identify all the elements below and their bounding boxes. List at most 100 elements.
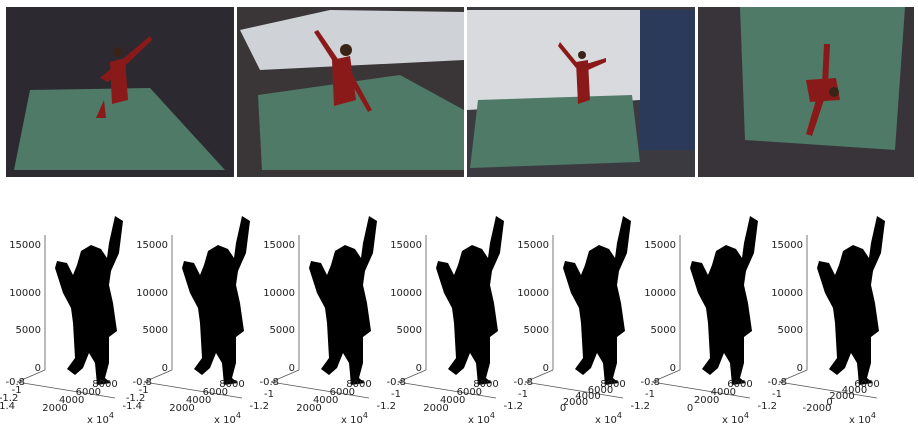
exponent-base: x 10 — [595, 415, 617, 426]
z-tick-label: 5000 — [651, 325, 676, 336]
exponent-label: x 104 — [341, 411, 368, 427]
x-tick-label: -0.8 — [767, 377, 787, 388]
y-tick-label: 8000 — [600, 379, 625, 390]
z-tick-label: 5000 — [524, 325, 549, 336]
exponent-base: x 10 — [849, 415, 871, 426]
z-tick-label: 10000 — [517, 288, 549, 299]
y-tick-label: 6000 — [588, 385, 613, 396]
x-tick-label: -1.2 — [630, 401, 650, 412]
z-tick-label: 5000 — [270, 325, 295, 336]
z-tick-label: 0 — [162, 363, 168, 374]
z-tick-label: 5000 — [16, 325, 41, 336]
y-tick-label: 4000 — [440, 395, 465, 406]
y-tick-label: 2000 — [42, 403, 67, 414]
y-axis — [778, 381, 878, 399]
y-tick-label: 4000 — [186, 395, 211, 406]
z-tick-label: 10000 — [136, 288, 168, 299]
x-axis — [143, 369, 173, 383]
y-axis — [16, 381, 116, 399]
y-axis — [524, 381, 624, 399]
silhouette — [55, 216, 123, 385]
silhouette — [817, 216, 885, 385]
z-tick-label: 15000 — [517, 240, 549, 251]
y-axis — [397, 381, 497, 399]
y-tick-label: -2000 — [802, 403, 831, 414]
plot: 0 5000 10000 15000 -0.8-1-1.2 200040006000800… — [249, 216, 377, 426]
x-tick-label: -1 — [645, 389, 655, 400]
y-tick-label: 0 — [687, 403, 693, 414]
exponent-label: x 104 — [468, 411, 495, 427]
exponent-power: 4 — [744, 411, 749, 420]
z-tick-label: 0 — [670, 363, 676, 374]
exponent-power: 4 — [617, 411, 622, 420]
exponent-power: 4 — [236, 411, 241, 420]
x-axis — [16, 369, 46, 383]
exponent-base: x 10 — [722, 415, 744, 426]
x-tick-label: -1 — [12, 385, 22, 396]
z-tick-label: 10000 — [263, 288, 295, 299]
y-tick-label: 6000 — [457, 387, 482, 398]
exponent-label: x 104 — [849, 411, 876, 427]
photo-3 — [467, 7, 695, 177]
y-tick-label: 8000 — [219, 379, 244, 390]
z-tick-label: 10000 — [644, 288, 676, 299]
plot: 0 5000 10000 15000 -0.8-1-1.2-1.4 20004000600… — [0, 216, 123, 426]
x-tick-label: -0.8 — [5, 377, 25, 388]
x-tick-label: -1 — [139, 385, 149, 396]
x-tick-label: -1 — [772, 389, 782, 400]
photo-2 — [237, 7, 464, 177]
y-tick-label: 2000 — [829, 391, 854, 402]
x-tick-label: -0.8 — [513, 377, 533, 388]
photo-1 — [6, 7, 234, 177]
silhouette — [182, 216, 250, 385]
exponent-power: 4 — [109, 411, 114, 420]
z-tick-label: 10000 — [9, 288, 41, 299]
y-tick-label: 0 — [826, 397, 832, 408]
y-tick-label: 0 — [560, 403, 566, 414]
exponent-base: x 10 — [468, 415, 490, 426]
x-tick-label: -1.2 — [757, 401, 777, 412]
z-tick-label: 15000 — [136, 240, 168, 251]
y-tick-label: 4000 — [59, 395, 84, 406]
x-axis — [524, 369, 554, 383]
z-tick-label: 10000 — [771, 288, 803, 299]
y-tick-label: 6000 — [330, 387, 355, 398]
z-tick-label: 15000 — [771, 240, 803, 251]
y-tick-label: 8000 — [92, 379, 117, 390]
x-tick-label: -1.2 — [376, 401, 396, 412]
z-tick-label: 10000 — [390, 288, 422, 299]
exponent-base: x 10 — [341, 415, 363, 426]
y-tick-label: 2000 — [563, 397, 588, 408]
z-tick-label: 15000 — [263, 240, 295, 251]
z-tick-label: 5000 — [397, 325, 422, 336]
y-tick-label: 2000 — [296, 403, 321, 414]
x-tick-label: -0.8 — [259, 377, 279, 388]
plot: 0 5000 10000 15000 -0.8-1-1.2 200040006000800… — [376, 216, 504, 426]
z-tick-label: 0 — [289, 363, 295, 374]
y-tick-label: 8000 — [346, 379, 371, 390]
x-tick-label: -0.8 — [132, 377, 152, 388]
y-axis — [651, 381, 751, 399]
exponent-label: x 104 — [722, 411, 749, 427]
silhouette — [690, 216, 758, 385]
z-tick-label: 15000 — [644, 240, 676, 251]
z-tick-label: 5000 — [778, 325, 803, 336]
z-tick-label: 15000 — [390, 240, 422, 251]
x-tick-label: -1.2 — [126, 393, 146, 404]
silhouette — [563, 216, 631, 385]
x-tick-label: -1 — [264, 389, 274, 400]
y-tick-label: 2000 — [169, 403, 194, 414]
z-tick-label: 0 — [416, 363, 422, 374]
x-axis — [778, 369, 808, 383]
z-tick-label: 0 — [797, 363, 803, 374]
y-tick-label: 8000 — [473, 379, 498, 390]
x-tick-label: -1.4 — [122, 401, 142, 412]
y-tick-label: 6000 — [76, 387, 101, 398]
x-tick-label: -1 — [391, 389, 401, 400]
x-axis — [270, 369, 300, 383]
exponent-label: x 104 — [595, 411, 622, 427]
y-tick-label: 6000 — [854, 379, 879, 390]
exponent-power: 4 — [363, 411, 368, 420]
